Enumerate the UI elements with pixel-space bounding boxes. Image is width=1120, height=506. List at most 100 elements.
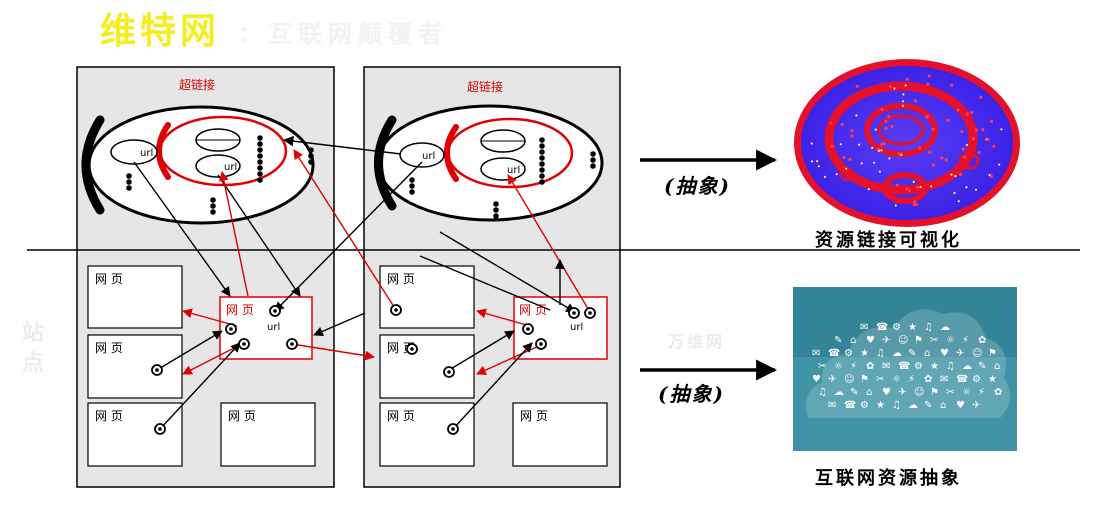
connector-arrow bbox=[217, 174, 301, 297]
cloud-glyph: ✉ bbox=[882, 361, 890, 372]
cloud-glyph: ⚑ bbox=[860, 374, 869, 385]
viz-node bbox=[901, 104, 905, 107]
hyperlink-cluster-2 bbox=[374, 104, 604, 222]
viz-node bbox=[992, 144, 996, 148]
viz-node bbox=[893, 87, 896, 90]
cloud-glyph: ★ bbox=[876, 400, 885, 411]
viz-node bbox=[880, 107, 884, 111]
viz-node bbox=[965, 186, 968, 189]
web-page-label: 网 页 bbox=[95, 341, 123, 355]
cloud-glyph: ✈ bbox=[956, 348, 964, 359]
viz-node bbox=[884, 119, 888, 123]
resource-cloud-image: ✉ ☎ ⚙ ★ ♫ ☁ ✎ ⌂ ♥ ✈ ☺ ⚑ ✂ ☼ ⚡ ✿ ✉ ☎ ⚙ ★ ♫ ☁ ✎ ⌂ ♥ ✈ ☺ ⚑ ✂ ☼ ⚡ ✿ ✉ ☎ ⚙ ★ ♫ ☁ ✎ ⌂… bbox=[793, 287, 1017, 451]
cloud-glyph: ✿ bbox=[866, 361, 874, 372]
cloud-glyph: ⚑ bbox=[988, 348, 997, 359]
cloud-glyph: ☼ bbox=[946, 335, 955, 346]
dot bbox=[409, 177, 415, 183]
connector-lines bbox=[133, 149, 591, 430]
cloud-glyph: ☎ bbox=[876, 322, 888, 333]
web-page-box bbox=[220, 402, 316, 467]
cloud-glyph: ☺ bbox=[914, 387, 924, 398]
dot bbox=[493, 207, 499, 213]
cloud-glyph: ✂ bbox=[818, 361, 826, 372]
viz-node bbox=[840, 122, 844, 126]
cloud-glyph: ✎ bbox=[850, 387, 858, 398]
cloud-glyph: ⚡ bbox=[978, 387, 985, 398]
watermark-text: 万维网 bbox=[668, 332, 726, 351]
viz-node bbox=[900, 153, 903, 156]
dot bbox=[126, 179, 132, 185]
viz-node bbox=[957, 200, 960, 203]
web-page-box bbox=[512, 402, 608, 467]
viz-node bbox=[890, 124, 894, 128]
viz-node bbox=[860, 162, 863, 165]
dot bbox=[210, 203, 216, 209]
hyperlink-label-2: 超链接 bbox=[467, 79, 503, 94]
viz-node bbox=[873, 161, 876, 164]
viz-node bbox=[880, 142, 884, 146]
site-side-label: 站点 bbox=[22, 320, 45, 376]
viz-node bbox=[858, 143, 861, 146]
dot bbox=[409, 189, 415, 195]
connector-arrow bbox=[439, 231, 576, 313]
link-anchor-core bbox=[158, 427, 162, 431]
cloud-glyph: ⚙ bbox=[844, 348, 853, 359]
link-anchor-core bbox=[155, 368, 159, 372]
cloud-glyph: ⚙ bbox=[860, 400, 869, 411]
viz-node bbox=[914, 203, 918, 207]
url-label-1b: url bbox=[224, 162, 237, 173]
viz-node bbox=[895, 183, 899, 187]
viz-node bbox=[855, 114, 858, 117]
abstraction-caption: 互联网资源抽象 bbox=[815, 468, 962, 489]
dot bbox=[126, 185, 132, 191]
viz-node bbox=[902, 93, 905, 96]
viz-node bbox=[940, 156, 944, 160]
url-label-2a: url bbox=[422, 151, 435, 162]
url-label-1a: url bbox=[140, 148, 153, 159]
viz-node bbox=[956, 108, 960, 112]
dot bbox=[539, 167, 545, 173]
hyperlink-cluster-1 bbox=[81, 105, 315, 225]
viz-node bbox=[919, 186, 922, 189]
cloud-glyph: ⚡ bbox=[908, 374, 915, 385]
viz-node bbox=[913, 99, 918, 103]
cloud-glyph: ♥ bbox=[940, 348, 949, 359]
cloud-glyph: ⚑ bbox=[914, 335, 923, 346]
viz-node bbox=[901, 100, 905, 103]
cloud-glyph: ⚡ bbox=[962, 335, 969, 346]
viz-node bbox=[979, 95, 983, 99]
cloud-glyph: ✎ bbox=[908, 348, 916, 359]
web-page-label: 网 页 bbox=[228, 409, 256, 423]
viz-node bbox=[810, 142, 813, 145]
viz-node bbox=[829, 121, 833, 125]
viz-node bbox=[888, 85, 893, 89]
dot bbox=[126, 173, 132, 179]
viz-node bbox=[944, 158, 948, 162]
cloud-glyph: ✉ bbox=[812, 348, 820, 359]
dot bbox=[257, 153, 263, 159]
cloud-glyph: ✿ bbox=[994, 387, 1002, 398]
link-anchor-core bbox=[394, 308, 398, 312]
cloud-glyph: ★ bbox=[930, 361, 939, 372]
dot bbox=[210, 197, 216, 203]
viz-node bbox=[928, 150, 932, 154]
viz-node bbox=[880, 149, 883, 152]
viz-node bbox=[965, 143, 969, 146]
viz-node bbox=[905, 77, 909, 81]
hyperlink-label-1: 超链接 bbox=[179, 77, 215, 92]
cloud-glyph: ♥ bbox=[866, 335, 875, 346]
cloud-glyph: ✎ bbox=[834, 335, 842, 346]
dot bbox=[257, 165, 263, 171]
cloud-glyph: ☎ bbox=[844, 400, 856, 411]
viz-node bbox=[986, 137, 990, 142]
cloud-glyph: ☺ bbox=[898, 335, 908, 346]
cloud-glyph: ♥ bbox=[812, 374, 821, 385]
cloud-glyph: ☁ bbox=[892, 348, 902, 359]
viz-node bbox=[998, 163, 1001, 166]
viz-node bbox=[989, 174, 994, 178]
dot-columns bbox=[126, 135, 596, 219]
dot bbox=[539, 137, 545, 143]
viz-node bbox=[963, 155, 967, 159]
viz-node bbox=[823, 175, 827, 178]
